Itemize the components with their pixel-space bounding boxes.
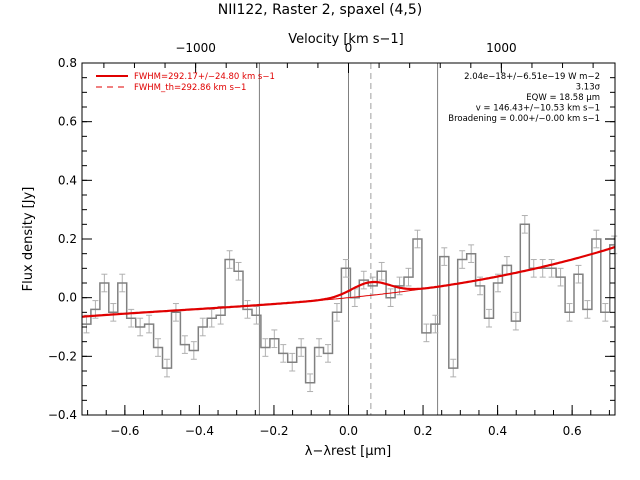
top-tick-label: 0 bbox=[345, 41, 353, 55]
fit-curve bbox=[81, 246, 616, 318]
y-tick-label: −0.2 bbox=[48, 349, 77, 363]
annotation-0: 2.04e−18+/−6.51e−19 W m−2 bbox=[464, 72, 600, 82]
top-tick-label: −1000 bbox=[175, 41, 216, 55]
y-tick-label: 0.2 bbox=[58, 232, 77, 246]
annotation-1: 3.13σ bbox=[576, 83, 601, 93]
annotation-3: v = 146.43+/−10.53 km s−1 bbox=[476, 104, 600, 114]
annotation-4: Broadening = 0.00+/−0.00 km s−1 bbox=[448, 114, 600, 124]
x-tick-label: 0.6 bbox=[563, 424, 582, 438]
x-tick-label: 0.2 bbox=[413, 424, 432, 438]
y-tick-label: 0.6 bbox=[58, 115, 77, 129]
y-tick-label: 0.4 bbox=[58, 173, 77, 187]
legend-label-0: FWHM=292.17+/−24.80 km s−1 bbox=[134, 72, 275, 82]
x-tick-label: 0.4 bbox=[488, 424, 507, 438]
y-tick-label: −0.4 bbox=[48, 408, 77, 422]
x-tick-label: −0.6 bbox=[110, 424, 139, 438]
y-tick-label: 0.8 bbox=[58, 56, 77, 70]
y-tick-label: 0.0 bbox=[58, 291, 77, 305]
top-axis-label: Velocity [km s−1] bbox=[288, 32, 404, 47]
chart-title: NII122, Raster 2, spaxel (4,5) bbox=[218, 2, 423, 18]
x-tick-label: −0.2 bbox=[259, 424, 288, 438]
x-axis-label: λ−λrest [μm] bbox=[305, 444, 391, 459]
top-tick-label: 1000 bbox=[486, 41, 517, 55]
x-tick-label: −0.4 bbox=[185, 424, 214, 438]
x-tick-label: 0.0 bbox=[339, 424, 358, 438]
annotation-2: EQW = 18.58 μm bbox=[526, 93, 600, 103]
y-axis-label: Flux density [Jy] bbox=[21, 187, 36, 292]
legend-label-1: FWHM_th=292.86 km s−1 bbox=[134, 83, 246, 93]
